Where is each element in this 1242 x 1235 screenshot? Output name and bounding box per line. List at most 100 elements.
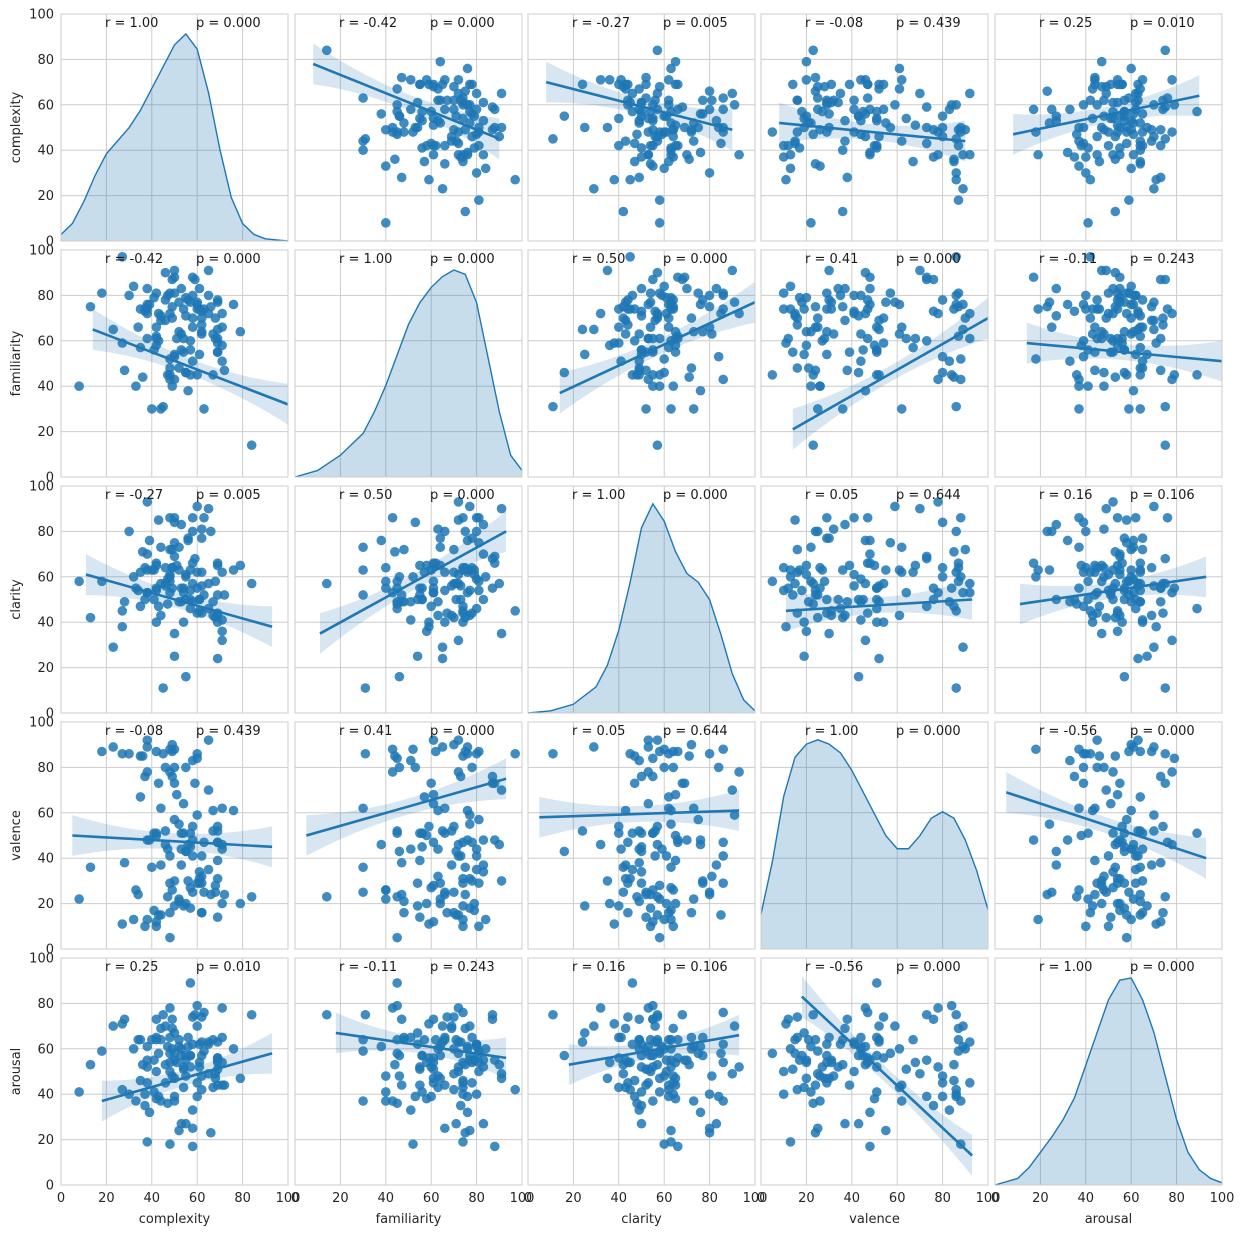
scatter-point: [648, 753, 658, 764]
scatter-point: [1099, 381, 1109, 392]
scatter-point: [381, 124, 391, 135]
scatter-point: [196, 1012, 207, 1022]
scatter-point: [579, 901, 590, 911]
scatter-point: [165, 907, 175, 918]
scatter-point: [217, 340, 227, 351]
scatter-point: [849, 290, 859, 301]
scatter-point: [440, 617, 450, 627]
scatter-point: [442, 95, 452, 106]
y-axis-label-arousal: arousal: [9, 1048, 24, 1096]
x-tick-label: 0: [991, 1191, 999, 1206]
scatter-point: [853, 367, 864, 378]
scatter-point: [666, 63, 676, 74]
panel-complexity-vs-valence: r = -0.08 p = 0.439: [760, 13, 989, 242]
scatter-point: [428, 583, 439, 593]
scatter-point: [458, 914, 468, 925]
scatter-point: [844, 347, 855, 357]
scatter-point: [908, 342, 918, 353]
scatter-point: [446, 860, 457, 870]
scatter-point: [595, 308, 606, 319]
scatter-point: [1135, 889, 1146, 900]
scatter-point: [128, 914, 139, 925]
scatter-point: [910, 333, 921, 344]
scatter-point: [1028, 104, 1039, 115]
scatter-point: [158, 683, 168, 693]
scatter-point: [187, 512, 198, 523]
scatter-point: [1146, 124, 1157, 135]
scatter-point: [183, 1041, 193, 1052]
scatter-point: [85, 1059, 96, 1070]
scatter-point: [206, 526, 216, 537]
annotation-r: r = -0.56: [1039, 724, 1097, 739]
scatter-point: [625, 174, 635, 185]
x-tick-label: 80: [1168, 1191, 1185, 1206]
scatter-point: [910, 1057, 921, 1068]
scatter-point: [871, 345, 882, 355]
scatter-point: [428, 576, 439, 587]
scatter-point: [149, 292, 159, 303]
scatter-point: [392, 1048, 402, 1059]
scatter-point: [849, 1066, 859, 1077]
scatter-point: [1135, 910, 1146, 920]
scatter-point: [405, 104, 416, 115]
scatter-point: [865, 283, 875, 294]
scatter-point: [865, 147, 875, 158]
scatter-point: [1044, 297, 1055, 308]
scatter-point: [734, 149, 744, 160]
scatter-point: [153, 601, 164, 612]
scatter-point: [559, 111, 570, 121]
scatter-point: [1103, 569, 1114, 580]
scatter-point: [1062, 299, 1073, 310]
scatter-point: [933, 308, 943, 319]
scatter-point: [1108, 283, 1118, 294]
scatter-point: [467, 876, 477, 886]
scatter-point: [718, 374, 729, 385]
scatter-point: [478, 835, 489, 845]
annotation-r: r = 0.05: [805, 488, 858, 503]
scatter-point: [183, 385, 193, 396]
scatter-point: [469, 143, 480, 153]
scatter-point: [949, 1059, 959, 1070]
scatter-point: [480, 1044, 491, 1054]
scatter-point: [1169, 583, 1180, 593]
scatter-point: [1085, 748, 1096, 759]
scatter-point: [835, 88, 846, 99]
scatter-point: [684, 154, 694, 165]
scatter-point: [812, 81, 823, 92]
scatter-point: [636, 1118, 647, 1129]
scatter-point: [510, 174, 520, 185]
scatter-point: [860, 1041, 871, 1052]
scatter-point: [718, 104, 729, 115]
scatter-point: [632, 370, 642, 380]
scatter-point: [208, 329, 218, 339]
scatter-point: [949, 1075, 959, 1086]
scatter-point: [217, 1057, 227, 1068]
scatter-point: [844, 79, 855, 90]
scatter-point: [801, 56, 812, 67]
scatter-point: [1162, 512, 1173, 523]
scatter-point: [806, 1041, 816, 1052]
scatter-point: [360, 683, 371, 693]
scatter-point: [165, 744, 175, 755]
scatter-point: [1160, 45, 1171, 56]
scatter-point: [1085, 174, 1096, 185]
annotation-p: p = 0.106: [663, 960, 728, 975]
scatter-point: [799, 651, 809, 662]
scatter-point: [951, 252, 962, 262]
scatter-point: [704, 1089, 715, 1099]
scatter-point: [1155, 916, 1166, 927]
scatter-point: [915, 503, 925, 514]
scatter-point: [464, 1125, 475, 1136]
scatter-point: [965, 1037, 975, 1047]
scatter-point: [203, 290, 214, 301]
scatter-point: [196, 329, 207, 339]
scatter-point: [212, 558, 223, 568]
scatter-point: [826, 1057, 837, 1068]
scatter-point: [137, 751, 148, 761]
scatter-point: [426, 778, 437, 789]
scatter-point: [1087, 805, 1098, 816]
scatter-point: [415, 1080, 425, 1090]
scatter-point: [160, 562, 171, 573]
scatter-point: [192, 1021, 202, 1031]
scatter-point: [1094, 156, 1105, 167]
